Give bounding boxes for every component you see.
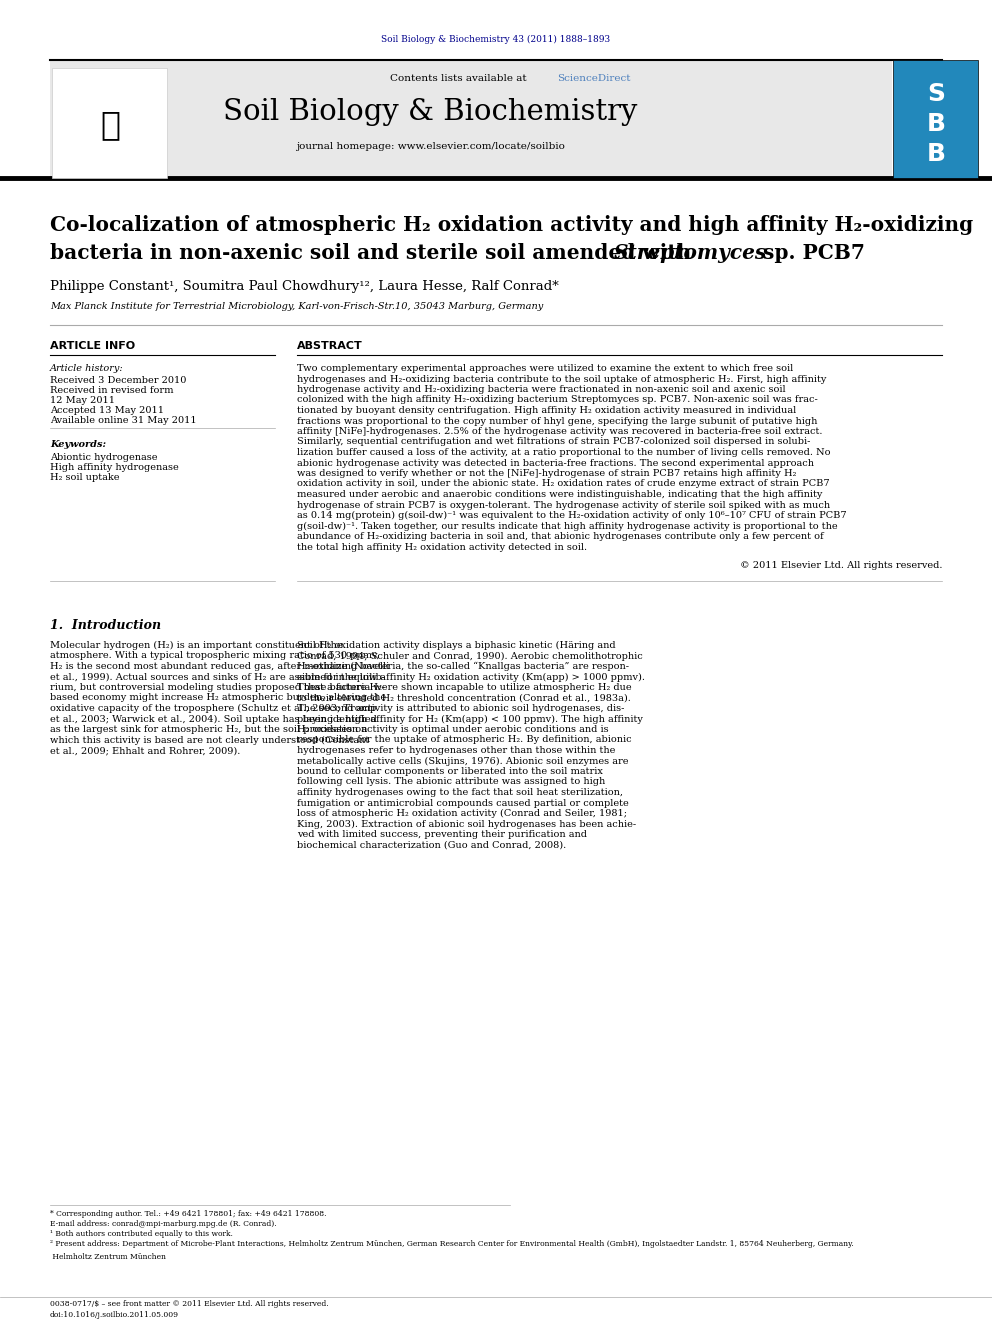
Text: was designed to verify whether or not the [NiFe]-hydrogenase of strain PCB7 reta: was designed to verify whether or not th… xyxy=(297,468,797,478)
Text: Streptomyces: Streptomyces xyxy=(614,243,767,263)
Text: loss of atmospheric H₂ oxidation activity (Conrad and Seiler, 1981;: loss of atmospheric H₂ oxidation activit… xyxy=(297,808,627,818)
Text: E-mail address: conrad@mpi-marburg.mpg.de (R. Conrad).: E-mail address: conrad@mpi-marburg.mpg.d… xyxy=(50,1220,277,1228)
Text: sible for the low affinity H₂ oxidation activity (Km(app) > 1000 ppmv).: sible for the low affinity H₂ oxidation … xyxy=(297,672,645,681)
Text: * Corresponding author. Tel.: +49 6421 178801; fax: +49 6421 178808.: * Corresponding author. Tel.: +49 6421 1… xyxy=(50,1211,326,1218)
Text: tionated by buoyant density centrifugation. High affinity H₂ oxidation activity : tionated by buoyant density centrifugati… xyxy=(297,406,797,415)
Text: sp. PCB7: sp. PCB7 xyxy=(756,243,865,263)
Text: H₂-oxidizing bacteria, the so-called “Knallgas bacteria” are respon-: H₂-oxidizing bacteria, the so-called “Kn… xyxy=(297,662,629,671)
Text: based economy might increase H₂ atmospheric burden, altering the: based economy might increase H₂ atmosphe… xyxy=(50,693,386,703)
Text: hydrogenases refer to hydrogenases other than those within the: hydrogenases refer to hydrogenases other… xyxy=(297,746,615,755)
Text: et al., 2003; Warwick et al., 2004). Soil uptake has been identified: et al., 2003; Warwick et al., 2004). Soi… xyxy=(50,714,377,724)
Text: measured under aerobic and anaerobic conditions were indistinguishable, indicati: measured under aerobic and anaerobic con… xyxy=(297,490,822,499)
Text: 🌿: 🌿 xyxy=(100,108,120,142)
Text: Accepted 13 May 2011: Accepted 13 May 2011 xyxy=(50,406,164,415)
Text: which this activity is based are not clearly understood (Constant: which this activity is based are not cle… xyxy=(50,736,369,745)
FancyBboxPatch shape xyxy=(893,60,978,179)
Text: H₂ oxidation activity is optimal under aerobic conditions and is: H₂ oxidation activity is optimal under a… xyxy=(297,725,609,734)
Text: Received 3 December 2010: Received 3 December 2010 xyxy=(50,376,186,385)
Text: Similarly, sequential centrifugation and wet filtrations of strain PCB7-colonize: Similarly, sequential centrifugation and… xyxy=(297,438,810,446)
Text: as the largest sink for atmospheric H₂, but the soil processes on: as the largest sink for atmospheric H₂, … xyxy=(50,725,367,734)
Text: et al., 1999). Actual sources and sinks of H₂ are assumed in equilib-: et al., 1999). Actual sources and sinks … xyxy=(50,672,385,681)
Text: Received in revised form: Received in revised form xyxy=(50,386,174,396)
Text: ved with limited success, preventing their purification and: ved with limited success, preventing the… xyxy=(297,830,587,839)
Text: Two complementary experimental approaches were utilized to examine the extent to: Two complementary experimental approache… xyxy=(297,364,794,373)
Text: biochemical characterization (Guo and Conrad, 2008).: biochemical characterization (Guo and Co… xyxy=(297,840,566,849)
Text: Molecular hydrogen (H₂) is an important constituent of the: Molecular hydrogen (H₂) is an important … xyxy=(50,642,342,650)
Text: following cell lysis. The abionic attribute was assigned to high: following cell lysis. The abionic attrib… xyxy=(297,778,605,786)
Text: to their elevated H₂ threshold concentration (Conrad et al., 1983a).: to their elevated H₂ threshold concentra… xyxy=(297,693,631,703)
Text: fumigation or antimicrobial compounds caused partial or complete: fumigation or antimicrobial compounds ca… xyxy=(297,799,629,807)
Text: 12 May 2011: 12 May 2011 xyxy=(50,396,115,405)
Text: © 2011 Elsevier Ltd. All rights reserved.: © 2011 Elsevier Ltd. All rights reserved… xyxy=(739,561,942,570)
Text: Philippe Constant¹, Soumitra Paul Chowdhury¹², Laura Hesse, Ralf Conrad*: Philippe Constant¹, Soumitra Paul Chowdh… xyxy=(50,280,558,292)
Text: Available online 31 May 2011: Available online 31 May 2011 xyxy=(50,415,196,425)
Text: metabolically active cells (Skujins, 1976). Abionic soil enzymes are: metabolically active cells (Skujins, 197… xyxy=(297,757,629,766)
Text: abionic hydrogenase activity was detected in bacteria-free fractions. The second: abionic hydrogenase activity was detecte… xyxy=(297,459,814,467)
Text: affinity [NiFe]-hydrogenases. 2.5% of the hydrogenase activity was recovered in : affinity [NiFe]-hydrogenases. 2.5% of th… xyxy=(297,427,822,437)
Text: These bacteria were shown incapable to utilize atmospheric H₂ due: These bacteria were shown incapable to u… xyxy=(297,683,632,692)
Text: oxidation activity in soil, under the abionic state. H₂ oxidation rates of crude: oxidation activity in soil, under the ab… xyxy=(297,479,829,488)
Text: affinity hydrogenases owing to the fact that soil heat sterilization,: affinity hydrogenases owing to the fact … xyxy=(297,789,623,796)
Text: H₂ is the second most abundant reduced gas, after methane (Novelli: H₂ is the second most abundant reduced g… xyxy=(50,662,389,671)
Text: Abiontic hydrogenase: Abiontic hydrogenase xyxy=(50,452,158,462)
Text: Helmholtz Zentrum München: Helmholtz Zentrum München xyxy=(50,1253,166,1261)
Text: Contents lists available at: Contents lists available at xyxy=(390,74,530,83)
Text: Soil Biology & Biochemistry: Soil Biology & Biochemistry xyxy=(223,98,637,126)
Text: King, 2003). Extraction of abionic soil hydrogenases has been achie-: King, 2003). Extraction of abionic soil … xyxy=(297,819,636,828)
Text: colonized with the high affinity H₂-oxidizing bacterium Streptomyces sp. PCB7. N: colonized with the high affinity H₂-oxid… xyxy=(297,396,817,405)
Text: journal homepage: www.elsevier.com/locate/soilbio: journal homepage: www.elsevier.com/locat… xyxy=(296,142,564,151)
Text: Soil H₂ oxidation activity displays a biphasic kinetic (Häring and: Soil H₂ oxidation activity displays a bi… xyxy=(297,642,616,650)
Text: hydrogenase activity and H₂-oxidizing bacteria were fractionated in non-axenic s: hydrogenase activity and H₂-oxidizing ba… xyxy=(297,385,786,394)
Text: B: B xyxy=(927,142,945,165)
Text: doi:10.1016/j.soilbio.2011.05.009: doi:10.1016/j.soilbio.2011.05.009 xyxy=(50,1311,179,1319)
Text: Article history:: Article history: xyxy=(50,364,124,373)
Text: hydrogenase of strain PCB7 is oxygen-tolerant. The hydrogenase activity of steri: hydrogenase of strain PCB7 is oxygen-tol… xyxy=(297,500,830,509)
Text: ² Present address: Department of Microbe-Plant Interactions, Helmholtz Zentrum M: ² Present address: Department of Microbe… xyxy=(50,1240,854,1248)
Text: Keywords:: Keywords: xyxy=(50,441,106,448)
Text: 0038-0717/$ – see front matter © 2011 Elsevier Ltd. All rights reserved.: 0038-0717/$ – see front matter © 2011 El… xyxy=(50,1301,328,1308)
Text: Co-localization of atmospheric H₂ oxidation activity and high affinity H₂-oxidiz: Co-localization of atmospheric H₂ oxidat… xyxy=(50,216,973,235)
Text: ARTICLE INFO: ARTICLE INFO xyxy=(50,341,135,351)
FancyBboxPatch shape xyxy=(50,60,892,179)
Text: the total high affinity H₂ oxidation activity detected in soil.: the total high affinity H₂ oxidation act… xyxy=(297,542,587,552)
Text: hydrogenases and H₂-oxidizing bacteria contribute to the soil uptake of atmosphe: hydrogenases and H₂-oxidizing bacteria c… xyxy=(297,374,826,384)
Text: lization buffer caused a loss of the activity, at a ratio proportional to the nu: lization buffer caused a loss of the act… xyxy=(297,448,830,456)
Text: fractions was proportional to the copy number of hhyl gene, specifying the large: fractions was proportional to the copy n… xyxy=(297,417,817,426)
Text: High affinity hydrogenase: High affinity hydrogenase xyxy=(50,463,179,472)
Text: g(soil-dw)⁻¹. Taken together, our results indicate that high affinity hydrogenas: g(soil-dw)⁻¹. Taken together, our result… xyxy=(297,521,837,531)
Text: ScienceDirect: ScienceDirect xyxy=(557,74,631,83)
Text: atmosphere. With a typical tropospheric mixing ratio of 530 ppmv,: atmosphere. With a typical tropospheric … xyxy=(50,651,380,660)
Text: oxidative capacity of the troposphere (Schultz et al., 2003; Tromp: oxidative capacity of the troposphere (S… xyxy=(50,704,376,713)
Text: et al., 2009; Ehhalt and Rohrer, 2009).: et al., 2009; Ehhalt and Rohrer, 2009). xyxy=(50,746,240,755)
Text: Max Planck Institute for Terrestrial Microbiology, Karl-von-Frisch-Str.10, 35043: Max Planck Institute for Terrestrial Mic… xyxy=(50,302,544,311)
Text: abundance of H₂-oxidizing bacteria in soil and, that abionic hydrogenases contri: abundance of H₂-oxidizing bacteria in so… xyxy=(297,532,823,541)
Text: B: B xyxy=(927,112,945,136)
Text: H₂ soil uptake: H₂ soil uptake xyxy=(50,474,119,482)
Text: S: S xyxy=(927,82,945,106)
Text: responsible for the uptake of atmospheric H₂. By definition, abionic: responsible for the uptake of atmospheri… xyxy=(297,736,632,745)
FancyBboxPatch shape xyxy=(52,67,167,179)
Text: as 0.14 mg(protein) g(soil-dw)⁻¹ was equivalent to the H₂-oxidation activity of : as 0.14 mg(protein) g(soil-dw)⁻¹ was equ… xyxy=(297,511,846,520)
Text: playing a high affinity for H₂ (Km(app) < 100 ppmv). The high affinity: playing a high affinity for H₂ (Km(app) … xyxy=(297,714,643,724)
Text: The second activity is attributed to abionic soil hydrogenases, dis-: The second activity is attributed to abi… xyxy=(297,704,624,713)
Text: ELSEVIER: ELSEVIER xyxy=(55,155,121,168)
Text: 1.  Introduction: 1. Introduction xyxy=(50,619,161,632)
Text: bacteria in non-axenic soil and sterile soil amended with: bacteria in non-axenic soil and sterile … xyxy=(50,243,698,263)
Text: Conrad, 1994; Schuler and Conrad, 1990). Aerobic chemolithotrophic: Conrad, 1994; Schuler and Conrad, 1990).… xyxy=(297,651,643,660)
Text: Soil Biology & Biochemistry 43 (2011) 1888–1893: Soil Biology & Biochemistry 43 (2011) 18… xyxy=(382,34,610,44)
Text: bound to cellular components or liberated into the soil matrix: bound to cellular components or liberate… xyxy=(297,767,603,777)
Text: ABSTRACT: ABSTRACT xyxy=(297,341,363,351)
Text: ¹ Both authors contributed equally to this work.: ¹ Both authors contributed equally to th… xyxy=(50,1230,233,1238)
Text: rium, but controversial modeling studies proposed that a future H₂-: rium, but controversial modeling studies… xyxy=(50,683,385,692)
